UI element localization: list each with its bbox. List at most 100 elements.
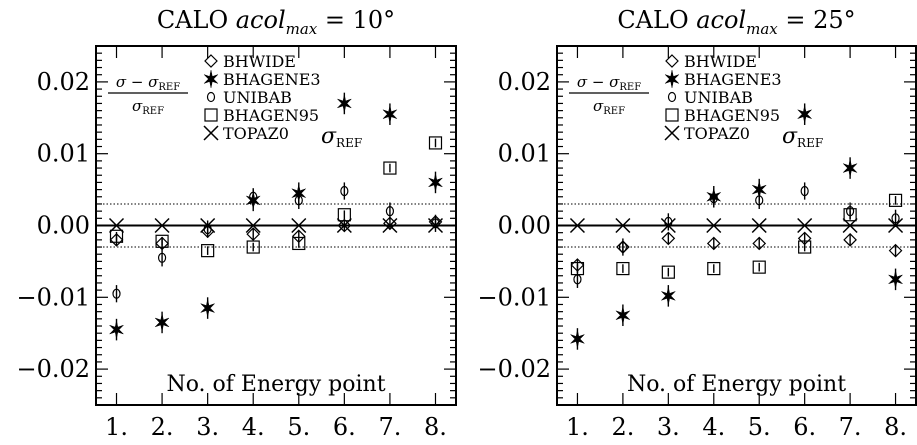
y-label-num-text: σ − σ bbox=[577, 73, 620, 91]
data-point-circle bbox=[431, 218, 440, 229]
data-point-square bbox=[337, 208, 351, 222]
legend-label: UNIBAB bbox=[223, 88, 292, 107]
x-tick-label: 4. bbox=[702, 413, 725, 441]
data-point-square bbox=[843, 208, 857, 222]
legend-marker-square bbox=[665, 108, 679, 122]
title-var: acol bbox=[236, 6, 286, 34]
y-tick-label: 0.00 bbox=[37, 212, 90, 240]
series-bhagen95 bbox=[109, 136, 443, 258]
data-point-x bbox=[336, 217, 352, 234]
data-point-diamond bbox=[109, 233, 124, 247]
series-unibab bbox=[112, 182, 440, 303]
data-point-x bbox=[797, 217, 813, 234]
y-tick-label: 0.01 bbox=[37, 140, 90, 168]
data-point-star bbox=[382, 105, 398, 124]
x-tick-label: 8. bbox=[884, 413, 907, 441]
y-tick-label: −0.02 bbox=[16, 355, 90, 383]
data-point-star bbox=[661, 287, 676, 305]
data-point-circle bbox=[618, 241, 627, 253]
ref-label-text: σ bbox=[782, 124, 798, 149]
legend-marker-star bbox=[203, 70, 219, 88]
x-tick-label: 3. bbox=[657, 413, 680, 441]
chart-title: CALO acolmax = 25° bbox=[617, 6, 855, 38]
data-point-circle bbox=[891, 213, 900, 224]
data-point-x bbox=[751, 217, 767, 234]
x-tick-label: 5. bbox=[287, 413, 310, 441]
data-point-diamond bbox=[752, 236, 767, 251]
title-var: acol bbox=[696, 6, 746, 34]
legend-label: BHAGEN95 bbox=[684, 106, 780, 125]
data-point-square bbox=[201, 244, 215, 258]
y-tick-label: −0.01 bbox=[477, 283, 551, 311]
data-point-square bbox=[246, 240, 260, 254]
x-axis-label: No. of Energy point bbox=[166, 372, 385, 397]
ref-label-sub: REF bbox=[336, 136, 362, 150]
data-point-x bbox=[200, 217, 216, 234]
legend-label: UNIBAB bbox=[684, 88, 753, 107]
legend-label: BHWIDE bbox=[684, 52, 757, 71]
series-bhwide bbox=[570, 231, 903, 272]
data-point-square bbox=[888, 193, 903, 207]
x-tick-label: 8. bbox=[424, 413, 447, 441]
legend-marker-circle bbox=[667, 91, 677, 103]
y-label-den-text: σ bbox=[132, 97, 143, 115]
y-label-num-sub: REF bbox=[158, 82, 180, 93]
data-point-circle bbox=[112, 288, 121, 299]
y-tick-label: −0.02 bbox=[477, 355, 551, 383]
data-point-diamond bbox=[706, 236, 721, 251]
legend-marker-star bbox=[664, 70, 680, 88]
data-point-star bbox=[428, 173, 443, 192]
data-point-square bbox=[292, 236, 306, 251]
data-point-diamond bbox=[843, 233, 857, 247]
legend-label: BHWIDE bbox=[223, 52, 296, 71]
data-point-diamond bbox=[337, 218, 352, 233]
y-tick-label: 0.01 bbox=[498, 140, 551, 168]
data-point-x bbox=[108, 217, 125, 234]
x-tick-label: 5. bbox=[748, 413, 771, 441]
data-point-star bbox=[337, 94, 352, 113]
data-point-square bbox=[383, 161, 397, 175]
y-tick-label: −0.01 bbox=[16, 283, 90, 311]
data-point-x bbox=[888, 217, 904, 234]
data-point-star bbox=[888, 270, 903, 289]
ref-label-text: σ bbox=[321, 124, 337, 149]
data-point-diamond bbox=[246, 227, 261, 241]
legend-marker-x bbox=[203, 125, 219, 141]
y-tick-label: 0.00 bbox=[498, 212, 551, 240]
data-point-star bbox=[570, 330, 585, 348]
data-point-circle bbox=[294, 195, 303, 206]
legend-marker-square bbox=[204, 108, 218, 122]
title-suffix: = 10° bbox=[317, 6, 395, 34]
y-label-den-sub: REF bbox=[603, 106, 625, 117]
data-point-square bbox=[428, 136, 443, 150]
data-point-square bbox=[752, 260, 766, 274]
legend-label: BHAGENE3 bbox=[684, 70, 782, 89]
data-point-x bbox=[660, 217, 676, 234]
data-point-circle bbox=[385, 206, 395, 217]
x-tick-label: 1. bbox=[105, 413, 128, 441]
legend-label: TOPAZ0 bbox=[684, 124, 750, 143]
data-point-square bbox=[707, 261, 721, 276]
legend-marker-circle bbox=[206, 91, 216, 103]
data-point-circle bbox=[249, 191, 258, 202]
x-tick-label: 3. bbox=[196, 413, 219, 441]
legend-marker-diamond bbox=[204, 54, 218, 68]
data-point-square bbox=[616, 261, 630, 276]
data-point-x bbox=[382, 217, 398, 234]
data-point-x bbox=[427, 217, 444, 234]
x-tick-label: 2. bbox=[151, 413, 174, 441]
y-tick-label: 0.02 bbox=[498, 68, 551, 96]
data-point-diamond bbox=[888, 243, 903, 258]
data-point-square bbox=[155, 234, 169, 248]
data-point-square bbox=[798, 240, 812, 254]
data-point-star bbox=[615, 306, 630, 325]
legend-marker-diamond bbox=[665, 54, 679, 68]
y-label-den-sub: REF bbox=[142, 106, 164, 117]
title-prefix: CALO bbox=[617, 6, 696, 34]
x-tick-label: 6. bbox=[793, 413, 816, 441]
reference-label: σREF bbox=[321, 124, 362, 150]
x-tick-label: 7. bbox=[378, 413, 401, 441]
legend-label: BHAGENE3 bbox=[223, 70, 321, 89]
data-point-star bbox=[154, 313, 170, 332]
